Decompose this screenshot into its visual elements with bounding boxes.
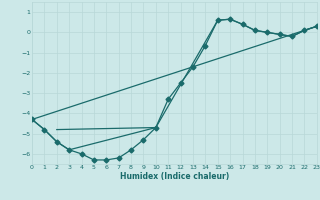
X-axis label: Humidex (Indice chaleur): Humidex (Indice chaleur) [120,172,229,181]
